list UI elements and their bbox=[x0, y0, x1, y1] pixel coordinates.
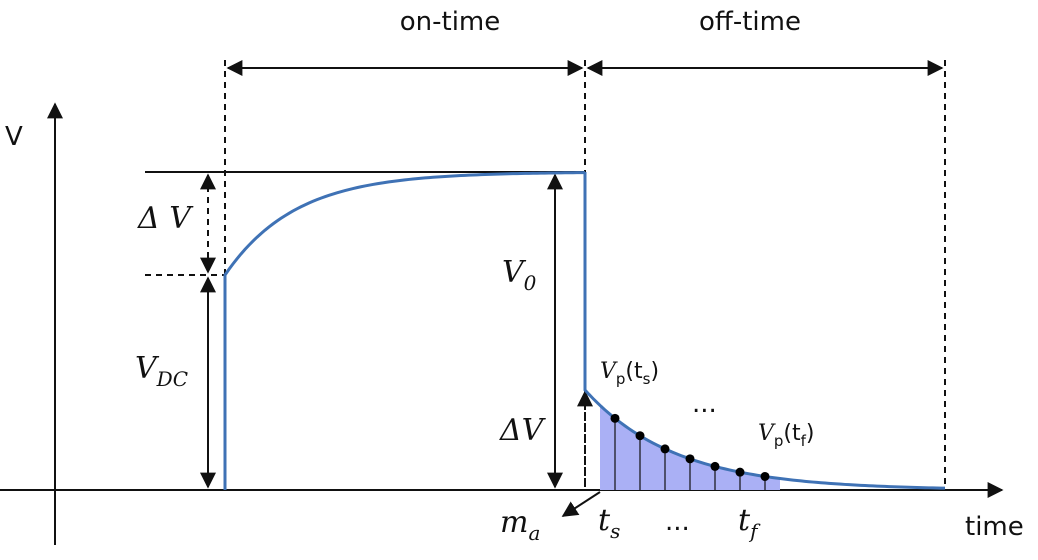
ts-label: ts bbox=[598, 503, 620, 543]
vdc-label: VDC bbox=[135, 351, 188, 391]
waveform bbox=[223, 171, 946, 490]
sample-dot bbox=[660, 444, 670, 454]
sample-dot bbox=[735, 467, 745, 477]
tf-label: tf bbox=[738, 503, 761, 543]
ellipsis: ... bbox=[692, 389, 717, 419]
ma-arrow bbox=[561, 491, 601, 517]
off-time-label: off-time bbox=[699, 7, 801, 37]
sample-dot bbox=[635, 431, 645, 441]
sample-dot bbox=[760, 471, 770, 481]
ellipsis: ... bbox=[665, 507, 690, 537]
on-time-label: on-time bbox=[400, 7, 501, 37]
v0-label: V0 bbox=[502, 255, 537, 295]
vp-ts-label: Vp(ts) bbox=[600, 359, 659, 388]
sample-dot bbox=[610, 413, 620, 423]
shaded-area bbox=[600, 405, 780, 490]
sample-dot bbox=[685, 454, 695, 464]
y-axis-label: V bbox=[5, 122, 23, 152]
delta-v-label: ΔV bbox=[499, 413, 547, 448]
vp-tf-label: Vp(tf) bbox=[758, 421, 815, 450]
delta-v-label: Δ V bbox=[137, 201, 194, 236]
x-axis-label: time bbox=[965, 512, 1024, 542]
ma-label: ma bbox=[500, 505, 540, 545]
sample-dot bbox=[710, 461, 720, 471]
